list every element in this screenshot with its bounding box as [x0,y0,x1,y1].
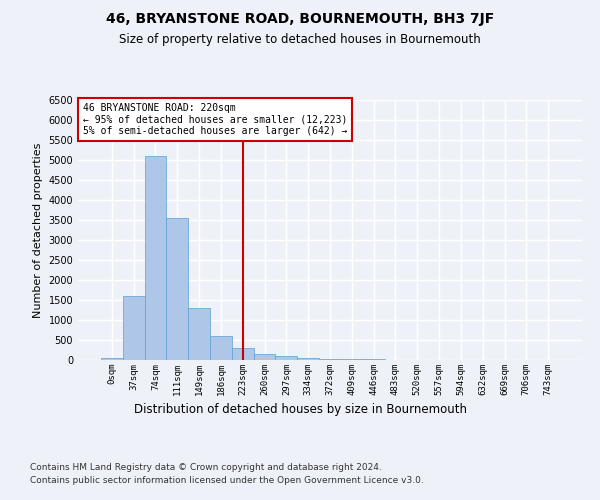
Bar [363,359,385,360]
Bar [341,359,363,360]
Bar [319,359,341,360]
Text: Contains HM Land Registry data © Crown copyright and database right 2024.: Contains HM Land Registry data © Crown c… [30,462,382,471]
Text: Distribution of detached houses by size in Bournemouth: Distribution of detached houses by size … [133,402,467,415]
Bar [254,354,275,360]
Bar [297,358,319,360]
Text: Contains public sector information licensed under the Open Government Licence v3: Contains public sector information licen… [30,476,424,485]
Text: Size of property relative to detached houses in Bournemouth: Size of property relative to detached ho… [119,32,481,46]
Text: 46 BRYANSTONE ROAD: 220sqm
← 95% of detached houses are smaller (12,223)
5% of s: 46 BRYANSTONE ROAD: 220sqm ← 95% of deta… [83,102,347,136]
Bar [275,356,297,360]
Bar [210,336,232,360]
Text: 46, BRYANSTONE ROAD, BOURNEMOUTH, BH3 7JF: 46, BRYANSTONE ROAD, BOURNEMOUTH, BH3 7J… [106,12,494,26]
Bar [232,348,254,360]
Bar [188,308,210,360]
Bar [101,358,123,360]
Y-axis label: Number of detached properties: Number of detached properties [33,142,43,318]
Bar [166,218,188,360]
Bar [123,296,145,360]
Bar [145,156,166,360]
